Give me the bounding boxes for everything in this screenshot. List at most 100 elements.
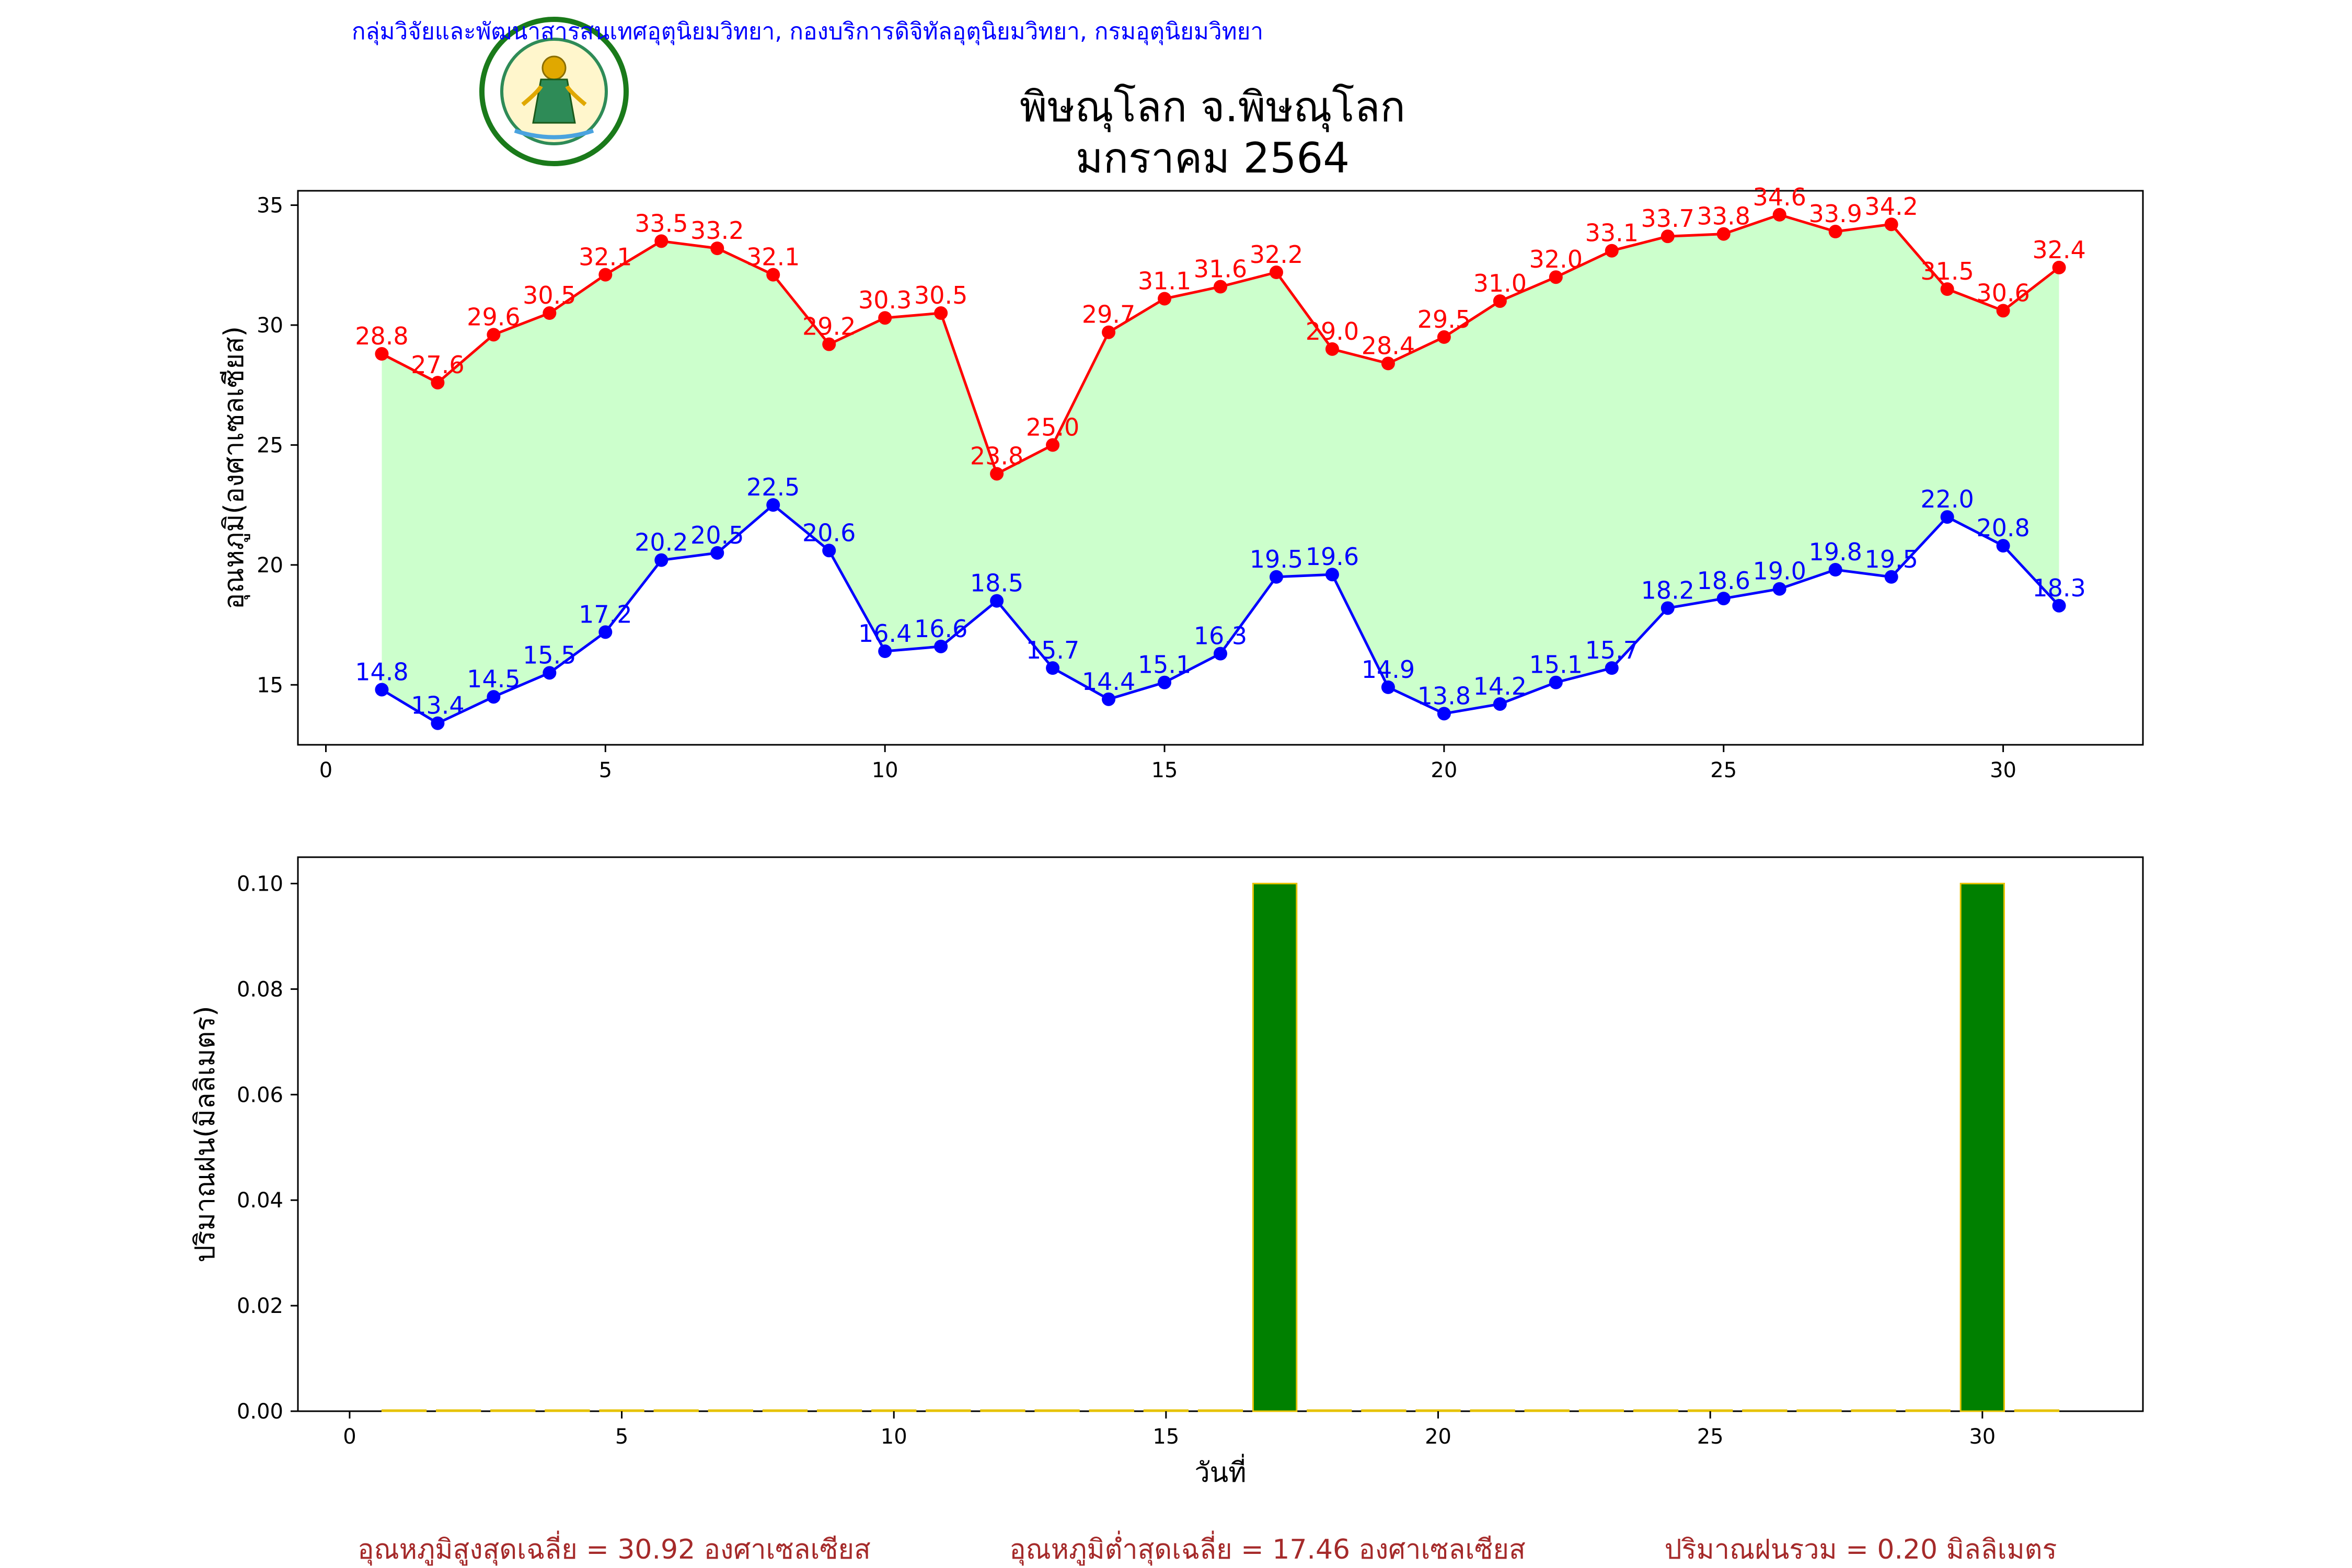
rainfall-bar <box>545 1409 590 1412</box>
min-temp-point <box>1325 568 1339 582</box>
rainfall-bar <box>2014 1409 2060 1412</box>
rainfall-bar <box>1905 1409 1951 1412</box>
rainfall-plot-area <box>297 856 2144 1412</box>
rainfall-y-tick-label: 0.04 <box>237 1189 283 1213</box>
min-temp-value-label: 22.5 <box>746 473 800 501</box>
rainfall-bar <box>708 1409 753 1412</box>
rainfall-y-tick-label: 0.08 <box>237 977 283 1001</box>
max-temp-value-label: 30.5 <box>914 281 967 309</box>
max-temp-point <box>1772 207 1786 222</box>
rainfall-x-tick-label: 5 <box>615 1425 628 1449</box>
department-logo <box>479 17 629 166</box>
min-temp-value-label: 13.4 <box>411 691 464 720</box>
min-temp-point <box>990 594 1004 608</box>
temperature-y-tick-label: 30 <box>257 314 283 338</box>
max-temp-point <box>1716 227 1731 241</box>
max-temp-value-label: 30.6 <box>1976 279 2030 307</box>
min-temp-value-label: 20.6 <box>802 518 856 547</box>
max-temp-value-label: 29.5 <box>1417 305 1471 333</box>
min-temp-value-label: 14.5 <box>467 665 520 693</box>
rainfall-bar <box>1089 1409 1134 1412</box>
temperature-x-tick-label: 20 <box>1431 758 1457 782</box>
min-temp-value-label: 18.3 <box>2032 574 2085 602</box>
max-temp-point <box>710 241 724 256</box>
temperature-x-tick-label: 10 <box>872 758 898 782</box>
min-temp-value-label: 18.5 <box>970 569 1023 597</box>
max-temp-value-label: 30.3 <box>858 286 912 314</box>
max-temp-point <box>2052 260 2066 274</box>
min-temp-point <box>1605 661 1619 675</box>
summary-max-avg: อุณหภูมิสูงสุดเฉลี่ย = 30.92 องศาเซลเซีย… <box>358 1530 871 1566</box>
max-temp-value-label: 30.5 <box>523 281 576 309</box>
min-temp-point <box>822 544 836 558</box>
max-temp-value-label: 32.1 <box>579 243 632 271</box>
max-temp-point <box>654 234 668 248</box>
rainfall-bar <box>1143 1409 1189 1412</box>
temperature-x-tick-label: 25 <box>1710 758 1737 782</box>
min-temp-point <box>1716 592 1731 606</box>
max-temp-value-label: 33.1 <box>1585 219 1639 247</box>
min-temp-point <box>1381 680 1395 694</box>
rainfall-bar <box>1796 1409 1842 1412</box>
max-temp-point <box>1493 294 1507 308</box>
max-temp-point <box>1884 217 1898 232</box>
page-subtitle: มกราคม 2564 <box>1076 134 1350 182</box>
rainfall-x-tick-label: 10 <box>881 1425 907 1449</box>
max-temp-point <box>1214 280 1227 294</box>
rainfall-bar <box>1851 1409 1896 1412</box>
min-temp-value-label: 14.9 <box>1362 655 1415 684</box>
max-temp-point <box>1158 292 1172 306</box>
rainfall-y-axis-label: ปริมาณฝน(มิลลิเมตร) <box>190 1006 221 1262</box>
rainfall-bar <box>490 1409 536 1412</box>
max-temp-value-label: 29.0 <box>1306 317 1359 345</box>
max-temp-point <box>1269 266 1283 280</box>
min-temp-point <box>1549 675 1563 689</box>
max-temp-point <box>1549 270 1563 284</box>
min-temp-point <box>1940 510 1954 524</box>
temperature-y-tick-label: 20 <box>257 554 283 578</box>
max-temp-value-label: 31.1 <box>1138 267 1191 295</box>
max-temp-value-label: 33.2 <box>690 216 744 245</box>
temperature-x-tick-label: 15 <box>1151 758 1178 782</box>
max-temp-value-label: 29.7 <box>1082 301 1135 329</box>
max-temp-point <box>375 347 389 361</box>
rainfall-bar <box>599 1409 644 1412</box>
max-temp-value-label: 31.5 <box>1920 257 1974 285</box>
min-temp-value-label: 15.7 <box>1585 636 1639 664</box>
rainfall-bar <box>436 1409 481 1412</box>
max-temp-value-label: 29.2 <box>802 313 856 341</box>
org-line: กลุ่มวิจัยและพัฒนาสารสนเทศอุตุนิยมวิทยา,… <box>352 18 1263 45</box>
rainfall-x-tick-label: 15 <box>1152 1425 1179 1449</box>
max-temp-point <box>487 328 501 342</box>
rainfall-bar <box>381 1409 427 1412</box>
min-temp-value-label: 17.2 <box>579 600 632 628</box>
max-temp-point <box>1437 330 1451 344</box>
max-temp-point <box>1996 304 2010 318</box>
rainfall-bar <box>762 1409 808 1412</box>
rainfall-bar <box>1307 1409 1352 1412</box>
max-temp-value-label: 33.8 <box>1697 202 1750 230</box>
rainfall-bar <box>980 1409 1025 1412</box>
max-temp-value-label: 31.6 <box>1194 255 1247 283</box>
temperature-y-tick-label: 25 <box>257 433 283 457</box>
max-temp-value-label: 34.2 <box>1864 192 1918 221</box>
min-temp-value-label: 14.8 <box>355 658 408 686</box>
min-temp-value-label: 19.5 <box>1864 545 1918 573</box>
max-temp-point <box>1940 282 1954 296</box>
max-temp-point <box>1325 342 1339 356</box>
min-temp-value-label: 18.2 <box>1641 576 1694 604</box>
min-temp-value-label: 20.8 <box>1976 514 2030 542</box>
min-temp-point <box>543 666 557 680</box>
max-temp-point <box>934 306 948 320</box>
rainfall-x-axis-label: วันที่ <box>1194 1454 1246 1489</box>
rainfall-bar <box>653 1409 699 1412</box>
rainfall-bar <box>1742 1409 1788 1412</box>
rainfall-bar <box>1959 882 2005 1412</box>
min-temp-point <box>375 683 389 697</box>
rainfall-chart: 0 5 10 15 20 25 30 0.00 0.02 0.04 0.06 0.08 0.10 ปริ… <box>190 856 2144 1489</box>
min-temp-point <box>2052 598 2066 613</box>
rainfall-bar <box>1578 1409 1624 1412</box>
min-temp-value-label: 15.5 <box>523 641 576 669</box>
max-temp-value-label: 27.6 <box>411 351 464 379</box>
